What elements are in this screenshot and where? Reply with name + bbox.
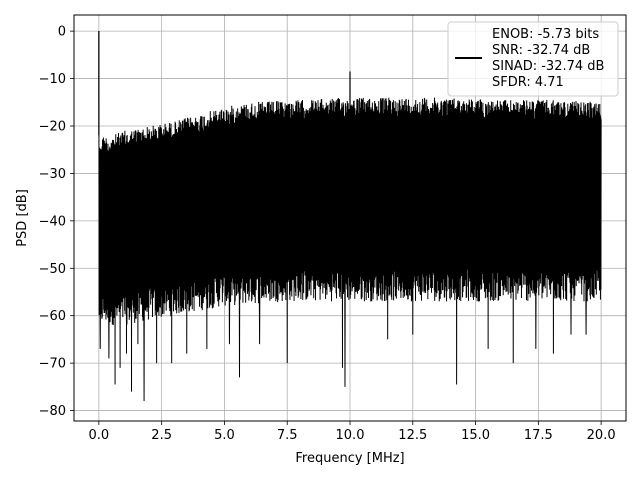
x-tick-label: 10.0 (336, 428, 365, 443)
y-tick-label: −50 (39, 262, 66, 277)
y-tick-label: −10 (39, 72, 66, 87)
y-tick-label: −80 (39, 404, 66, 419)
legend: ENOB: -5.73 bits SNR: -32.74 dB SINAD: -… (447, 21, 619, 97)
y-tick-label: 0 (58, 25, 66, 40)
y-tick-label: −30 (39, 167, 66, 182)
x-axis-ticks: 0.0 2.5 5.0 7.5 10.0 12.5 15.0 17.5 20.0 (89, 421, 616, 443)
x-tick-label: 5.0 (214, 428, 235, 443)
x-tick-label: 12.5 (398, 428, 427, 443)
y-axis-label: PSD [dB] (15, 189, 30, 247)
y-tick-label: −60 (39, 309, 66, 324)
legend-entry-enob: ENOB: -5.73 bits (492, 27, 599, 42)
legend-entry-sinad: SINAD: -32.74 dB (492, 59, 604, 74)
x-tick-label: 17.5 (524, 428, 553, 443)
psd-series-line (98, 31, 602, 402)
x-tick-label: 7.5 (277, 428, 298, 443)
legend-entry-sfdr: SFDR: 4.71 (492, 75, 564, 90)
y-tick-label: −40 (39, 214, 66, 229)
x-tick-label: 15.0 (461, 428, 490, 443)
y-tick-label: −20 (39, 119, 66, 134)
x-tick-label: 0.0 (89, 428, 110, 443)
x-tick-label: 2.5 (151, 428, 172, 443)
legend-entry-snr: SNR: -32.74 dB (492, 43, 590, 58)
legend-box (447, 21, 619, 97)
x-tick-label: 20.0 (587, 428, 616, 443)
y-tick-label: −70 (39, 357, 66, 372)
x-axis-label: Frequency [MHz] (295, 451, 404, 466)
y-axis-ticks: 0 −10 −20 −30 −40 −50 −60 −70 −80 (39, 25, 74, 419)
plot-area (98, 31, 602, 402)
